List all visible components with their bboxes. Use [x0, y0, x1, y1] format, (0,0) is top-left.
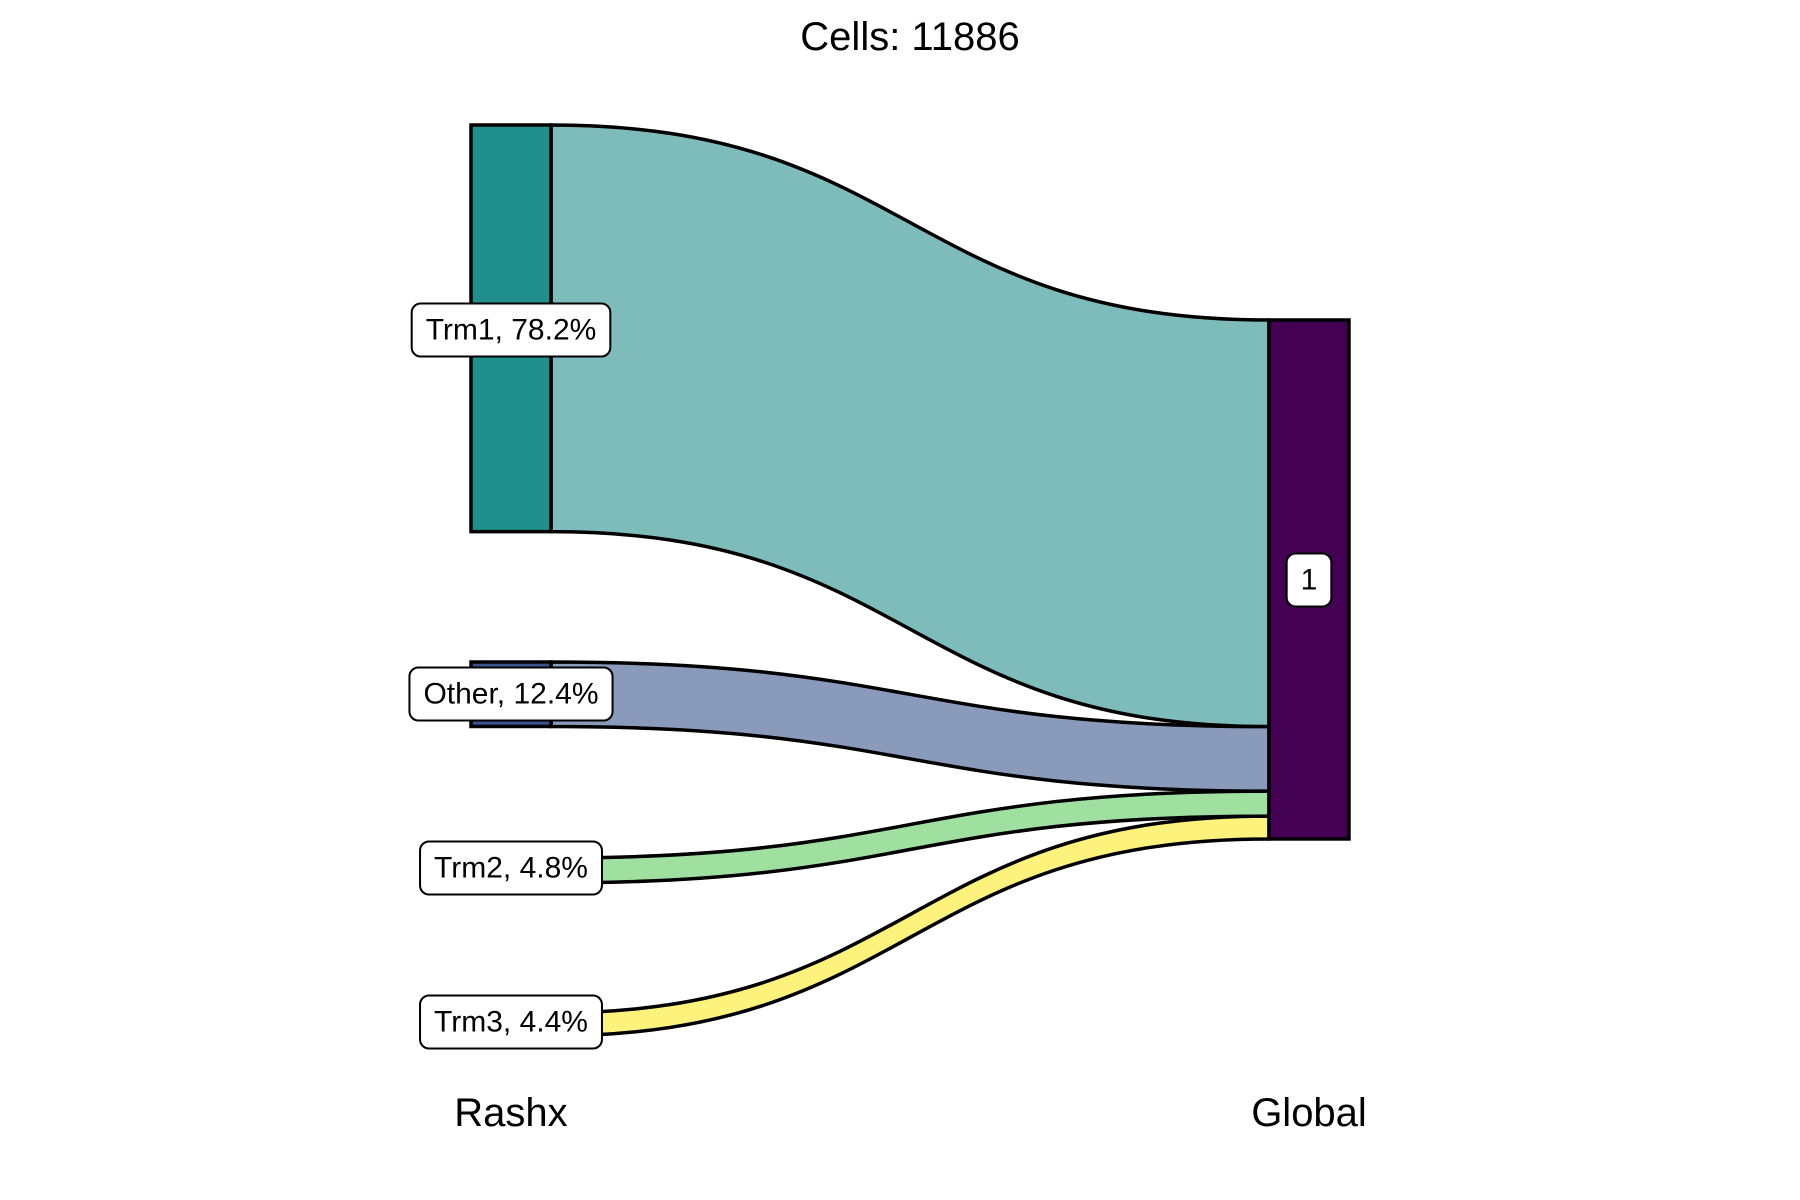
label-trm3-text: Trm3, 4.4%	[434, 1006, 588, 1039]
label-right-1: 1	[1285, 552, 1333, 608]
label-other-text: Other, 12.4%	[423, 678, 598, 711]
label-trm1-text: Trm1, 78.2%	[426, 314, 597, 347]
label-trm1: Trm1, 78.2%	[410, 302, 612, 358]
label-trm3: Trm3, 4.4%	[419, 994, 603, 1050]
label-trm2: Trm2, 4.8%	[419, 840, 603, 896]
labels-layer: Trm1, 78.2% Other, 12.4% Trm2, 4.8% Trm3, 4…	[408, 302, 1333, 1050]
flows-layer	[549, 123, 1271, 1038]
label-trm1-box	[410, 302, 612, 358]
label-right-1-box	[1285, 552, 1333, 608]
label-trm2-text: Trm2, 4.8%	[434, 852, 588, 885]
label-other-box	[408, 666, 614, 722]
label-trm3-box	[419, 994, 603, 1050]
label-other: Other, 12.4%	[408, 666, 614, 722]
label-trm2-box	[419, 840, 603, 896]
axis-label-right: Global	[1251, 1091, 1367, 1135]
flow-trm1	[549, 123, 1271, 729]
label-right-1-text: 1	[1301, 564, 1318, 597]
axis-label-left: Rashx	[454, 1091, 567, 1135]
chart-title: Cells: 11886	[800, 15, 1019, 59]
